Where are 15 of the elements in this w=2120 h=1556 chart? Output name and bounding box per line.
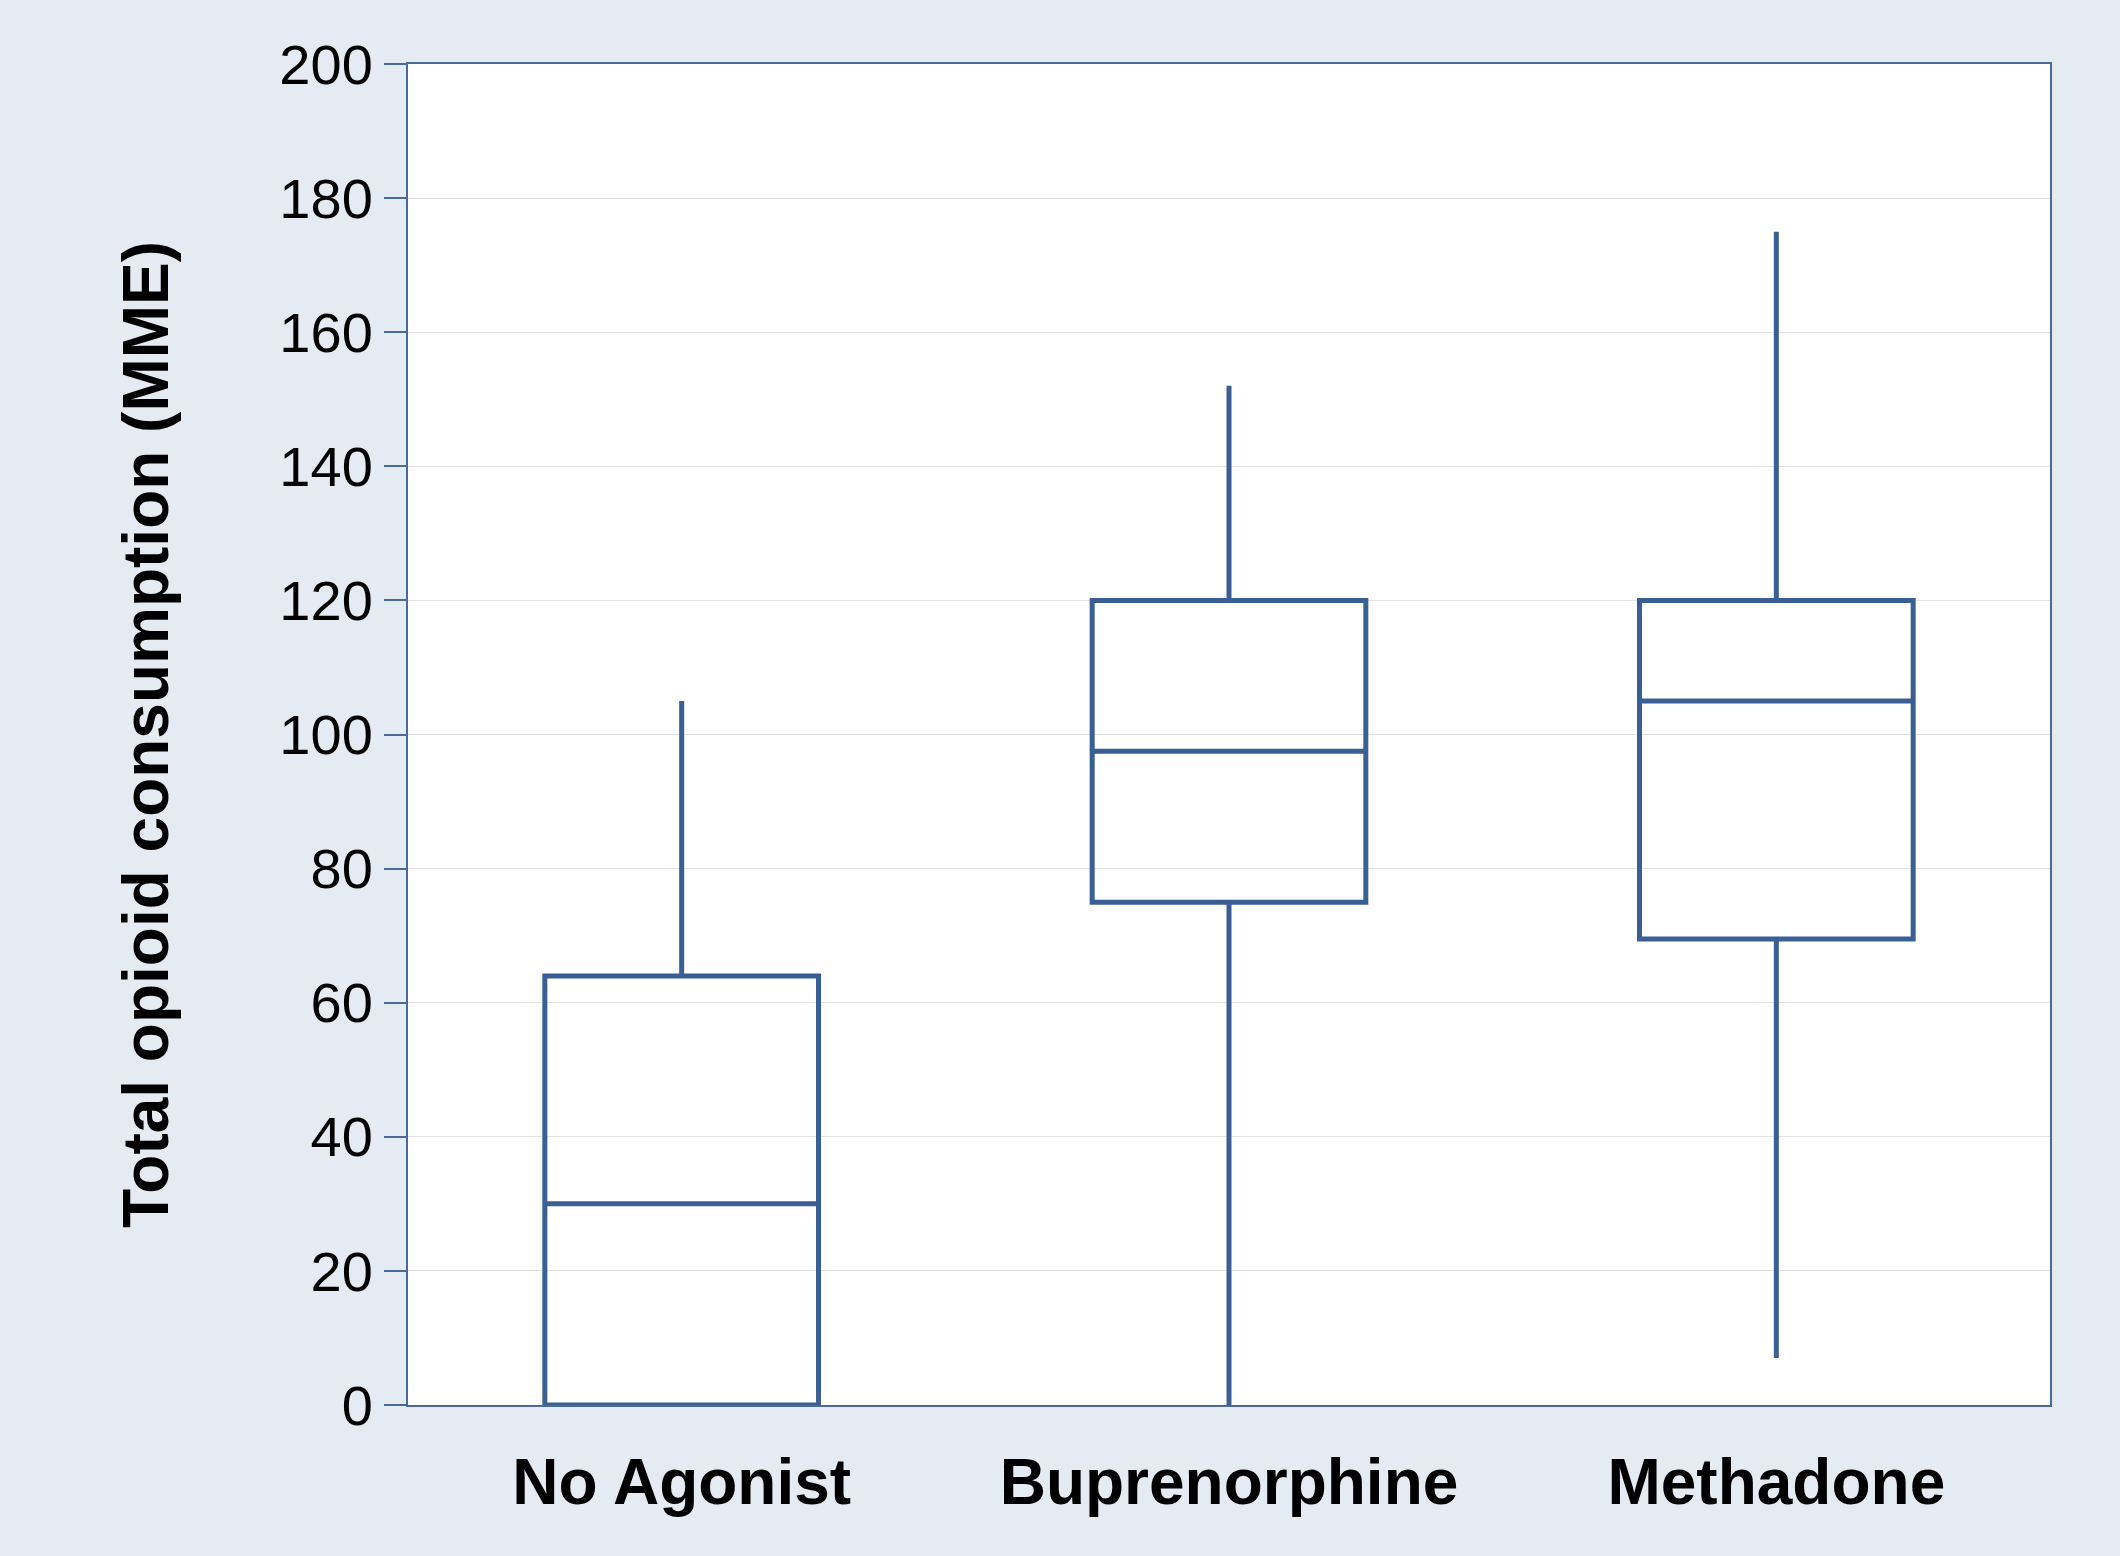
y-tick-label: 80	[310, 837, 373, 901]
y-tick-label: 60	[310, 971, 373, 1035]
y-tick-label: 160	[279, 300, 373, 364]
y-axis-title: Total opioid consumption (MME)	[109, 240, 182, 1229]
x-tick-label: No Agonist	[512, 1445, 852, 1518]
y-tick-label: 100	[279, 703, 373, 767]
y-tick-label: 120	[279, 569, 373, 632]
y-tick-label: 20	[310, 1239, 373, 1303]
x-tick-label: Buprenorphine	[999, 1445, 1459, 1518]
y-tick-label: 0	[341, 1373, 373, 1437]
y-tick-label: 200	[279, 32, 373, 96]
x-tick-label: Methadone	[1607, 1445, 1946, 1518]
y-tick-label: 140	[279, 434, 373, 498]
y-tick-label: 40	[310, 1105, 373, 1169]
y-tick-label: 180	[279, 166, 373, 230]
